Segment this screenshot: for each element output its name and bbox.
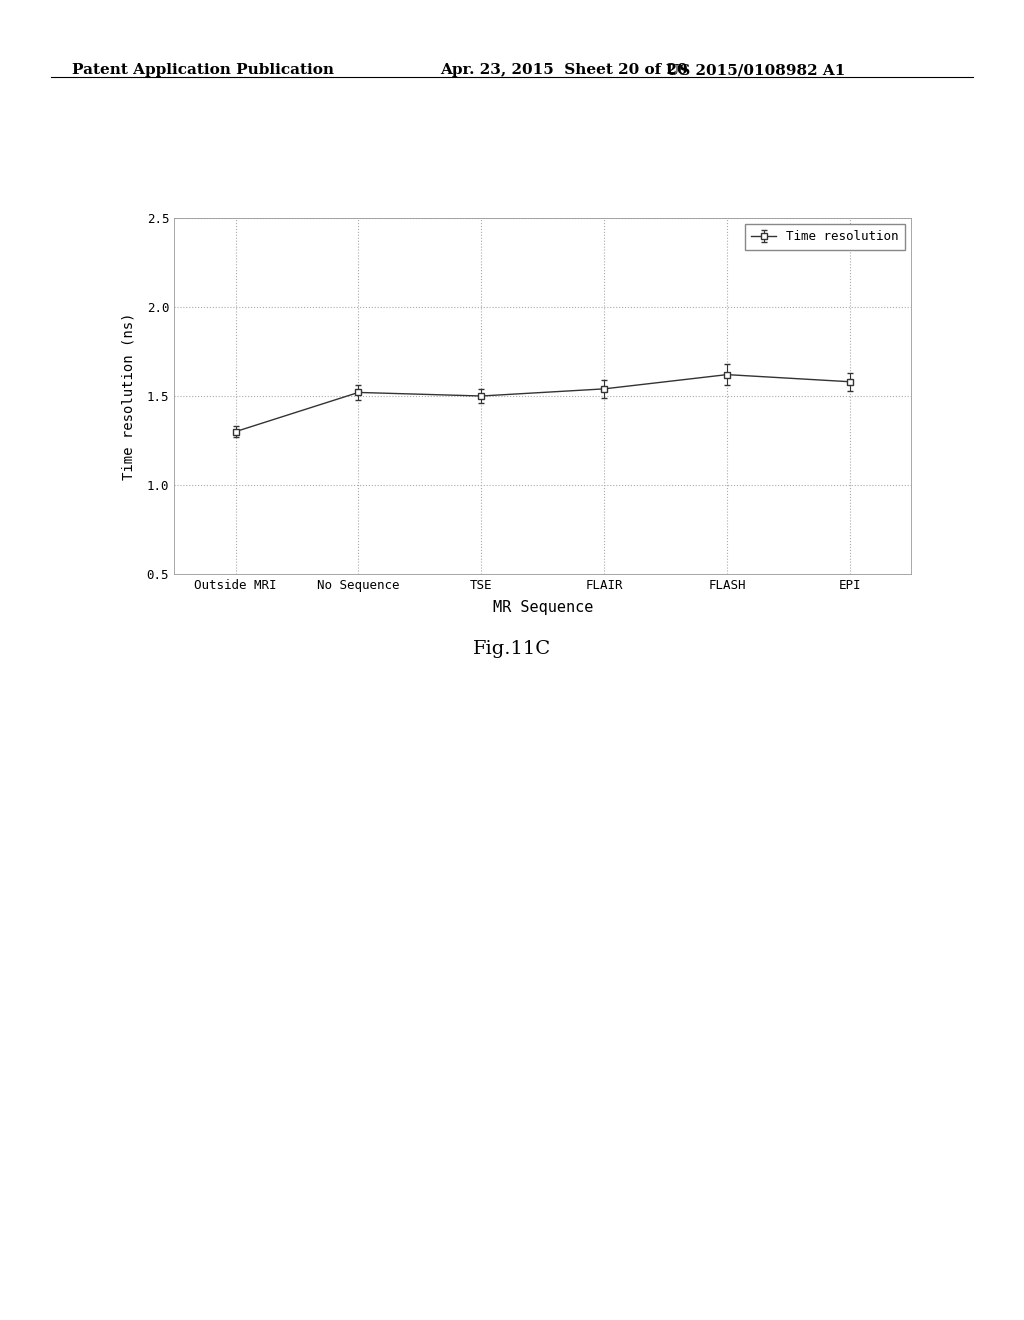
Text: US 2015/0108982 A1: US 2015/0108982 A1 — [666, 63, 845, 78]
Legend: Time resolution: Time resolution — [745, 224, 905, 249]
Y-axis label: Time resolution (ns): Time resolution (ns) — [122, 313, 135, 479]
Text: Patent Application Publication: Patent Application Publication — [72, 63, 334, 78]
X-axis label: MR Sequence: MR Sequence — [493, 601, 593, 615]
Text: Apr. 23, 2015  Sheet 20 of 20: Apr. 23, 2015 Sheet 20 of 20 — [440, 63, 688, 78]
Text: Fig.11C: Fig.11C — [473, 640, 551, 659]
